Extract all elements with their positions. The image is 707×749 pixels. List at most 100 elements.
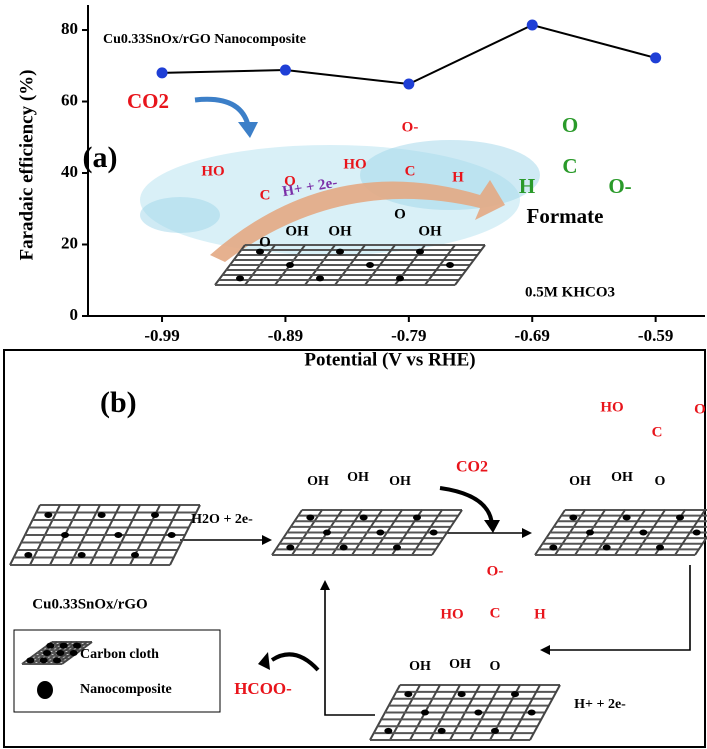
nanocomposite-dot [114,532,122,538]
nanocomposite-dot [24,552,32,558]
nanocomposite-dot [421,710,429,716]
nanocomposite-dot [396,275,404,281]
annotation: C [260,187,271,203]
scheme-label: H [534,606,546,622]
scheme-label: OH [347,470,369,485]
nanocomposite-dot [56,650,64,656]
nanocomposite-dot [458,691,466,697]
figure: 020406080-0.99-0.89-0.79-0.69-0.59Potent… [0,0,707,749]
annotation: H [519,174,535,198]
annotation: C [405,163,416,179]
nanocomposite-dot [44,512,52,518]
nanocomposite-dot [430,530,438,536]
nanocomposite-dot [438,728,446,734]
scheme-label: OH [569,474,591,489]
scheme-label: OH [449,657,471,672]
nanocomposite-dot [60,643,68,649]
annotation: CO2 [127,89,169,113]
y-tick-label: 80 [61,19,78,38]
scheme-label: C [652,424,663,440]
data-point [527,20,538,31]
nanocomposite-dot [98,512,106,518]
nanocomposite-dot [46,643,54,649]
nanocomposite-dot [384,728,392,734]
annotation: H [452,169,464,185]
nanocomposite-dot [656,545,664,551]
nanocomposite-dot [693,530,701,536]
x-tick-label: -0.99 [144,326,179,345]
annotation: HO [343,156,366,172]
scheme-label: O [694,401,706,417]
legend-label: Carbon cloth [80,647,159,662]
x-tick-label: -0.59 [638,326,673,345]
annotation: O [562,113,578,137]
annotation: O [259,234,271,250]
nanocomposite-dot [286,545,294,551]
nanocomposite-dot [61,532,69,538]
panel-label: (b) [100,386,137,419]
scheme-label: O [490,659,501,674]
nanocomposite-dot [286,262,294,268]
scheme-label: Cu0.33SnOx/rGO [32,596,147,612]
nanocomposite-dot [236,275,244,281]
y-tick-label: 60 [61,90,78,109]
annotation: O- [402,119,419,135]
legend-label: Nanocomposite [80,682,172,697]
nanocomposite-dot [78,552,86,558]
y-axis-title: Faradaic efficiency (%) [16,70,37,261]
nanocomposite-dot [603,545,611,551]
nanocomposite-dot [306,515,314,521]
scheme-label: H2O + 2e- [191,512,253,527]
scheme-label: HO [440,606,463,622]
annotation: 0.5M KHCO3 [525,284,615,300]
carbon-cloth [215,245,485,285]
scheme-label: HCOO- [234,679,292,698]
data-point [280,65,291,76]
nanocomposite-dot [569,515,577,521]
annotation: Formate [527,204,604,228]
scheme-label: CO2 [456,459,488,476]
scheme-label: C [490,605,501,621]
nanocomposite-dot [323,530,331,536]
nanocomposite-dot [316,275,324,281]
nanocomposite-dot [376,530,384,536]
scheme-label: OH [409,659,431,674]
y-tick-label: 20 [61,233,78,252]
nanocomposite-dot [26,657,34,663]
x-tick-label: -0.89 [268,326,303,345]
annotation: O [394,206,406,222]
y-tick-label: 40 [61,162,78,181]
nanocomposite-dot [393,545,401,551]
nanocomposite-dot [43,650,51,656]
scheme-label: O- [487,563,504,579]
nanocomposite-dot [366,262,374,268]
annotation: O [284,173,296,189]
annotation: OH [328,223,352,239]
nanocomposite-dot [416,249,424,255]
annotation: C [562,154,577,178]
carbon-cloth [10,505,200,565]
nanocomposite-dot [40,657,48,663]
nanocomposite-dot [474,710,482,716]
scheme-label: OH [307,474,329,489]
annotation: OH [418,223,442,239]
nanocomposite-dot [70,650,78,656]
nanocomposite-dot [53,657,61,663]
nanocomposite-dot [168,532,176,538]
x-tick-label: -0.69 [515,326,550,345]
x-tick-label: -0.79 [391,326,426,345]
nanocomposite-dot [586,530,594,536]
nanocomposite-dot [446,262,454,268]
x-axis-title: Potential (V vs RHE) [304,349,475,370]
nanocomposite-dot [340,545,348,551]
nanocomposite-dot [623,515,631,521]
nanocomposite-dot [336,249,344,255]
nanocomposite-dot [491,728,499,734]
chart-title: Cu0.33SnOx/rGO Nanocomposite [103,32,306,47]
data-point [650,52,661,63]
nanocomposite-dot [549,545,557,551]
nanocomposite-dot [360,515,368,521]
nanocomposite-dot [151,512,159,518]
scheme-label: O [655,474,666,489]
annotation: HO [201,163,224,179]
